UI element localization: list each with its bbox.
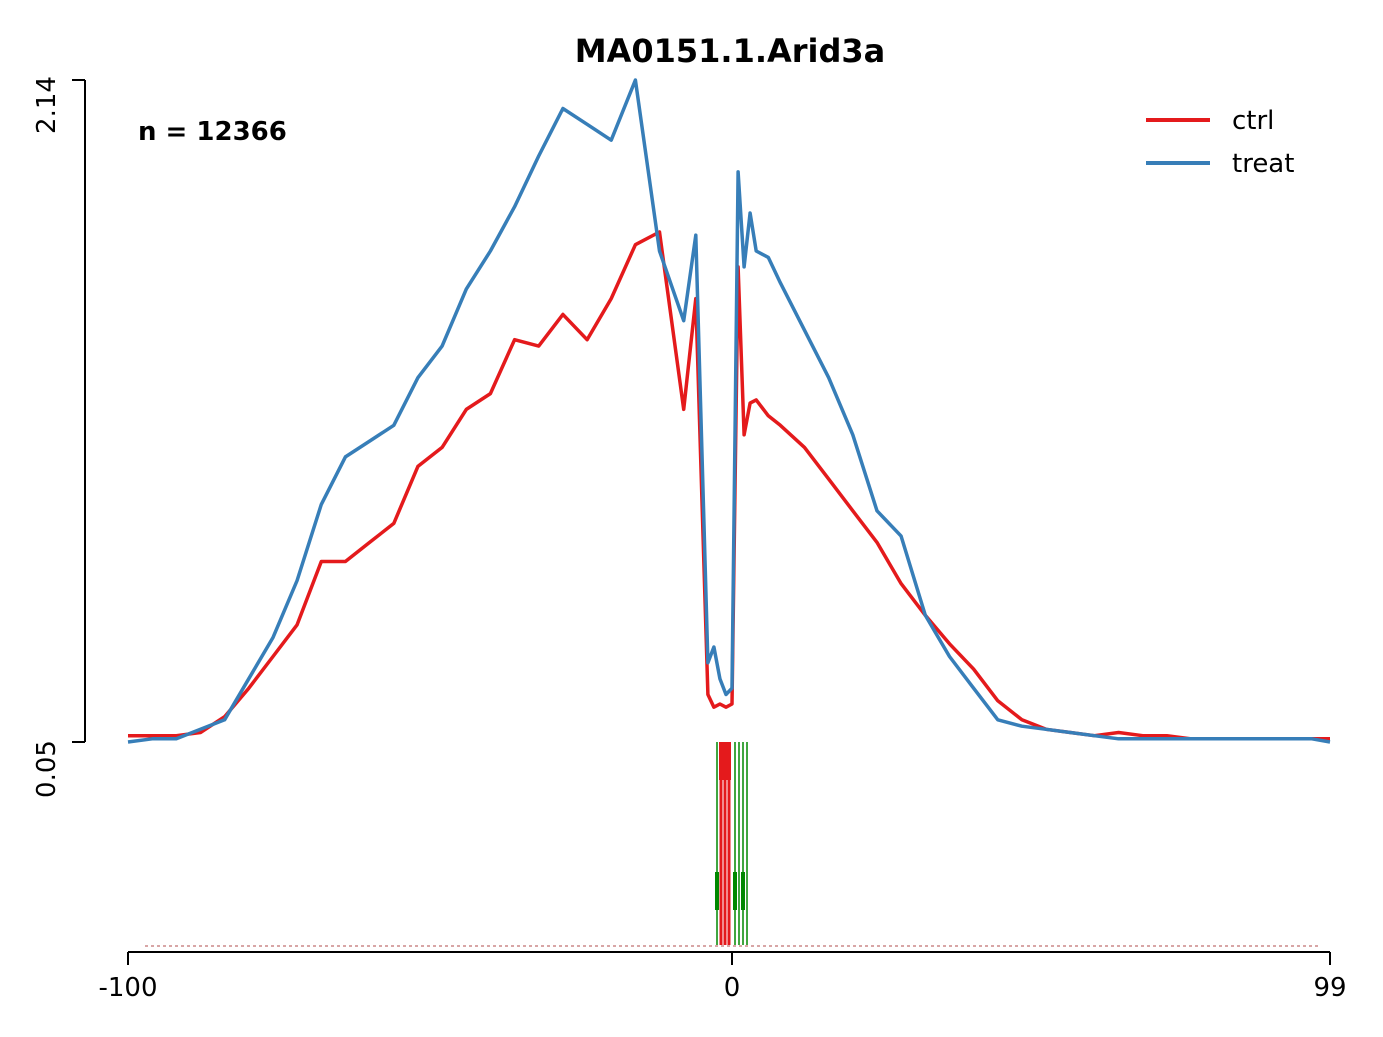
x-tick-label-max: 99	[1313, 973, 1346, 1003]
legend-label-ctrl: ctrl	[1232, 106, 1274, 136]
motif-bar-block	[715, 872, 719, 910]
legend: ctrl treat	[1146, 106, 1294, 179]
x-tick-label-zero: 0	[724, 973, 741, 1003]
y-axis: 2.14 0.05	[32, 76, 86, 798]
motif-bar-block	[719, 742, 731, 780]
x-tick-label-min: -100	[98, 973, 157, 1003]
motif-bar-block	[741, 872, 745, 910]
series-line-ctrl	[128, 230, 1330, 741]
series-line-treat	[127, 78, 1331, 744]
chart-title: MA0151.1.Arid3a	[575, 32, 886, 70]
y-tick-label-max: 2.14	[32, 76, 62, 134]
motif-position-bars	[145, 742, 1320, 947]
sample-count-annotation: n = 12366	[138, 117, 287, 147]
x-axis: -100 0 99	[98, 951, 1347, 1003]
legend-label-treat: treat	[1232, 149, 1294, 179]
series-layer	[127, 78, 1331, 744]
motif-bar-block	[733, 872, 737, 910]
y-tick-label-min: 0.05	[32, 740, 62, 798]
